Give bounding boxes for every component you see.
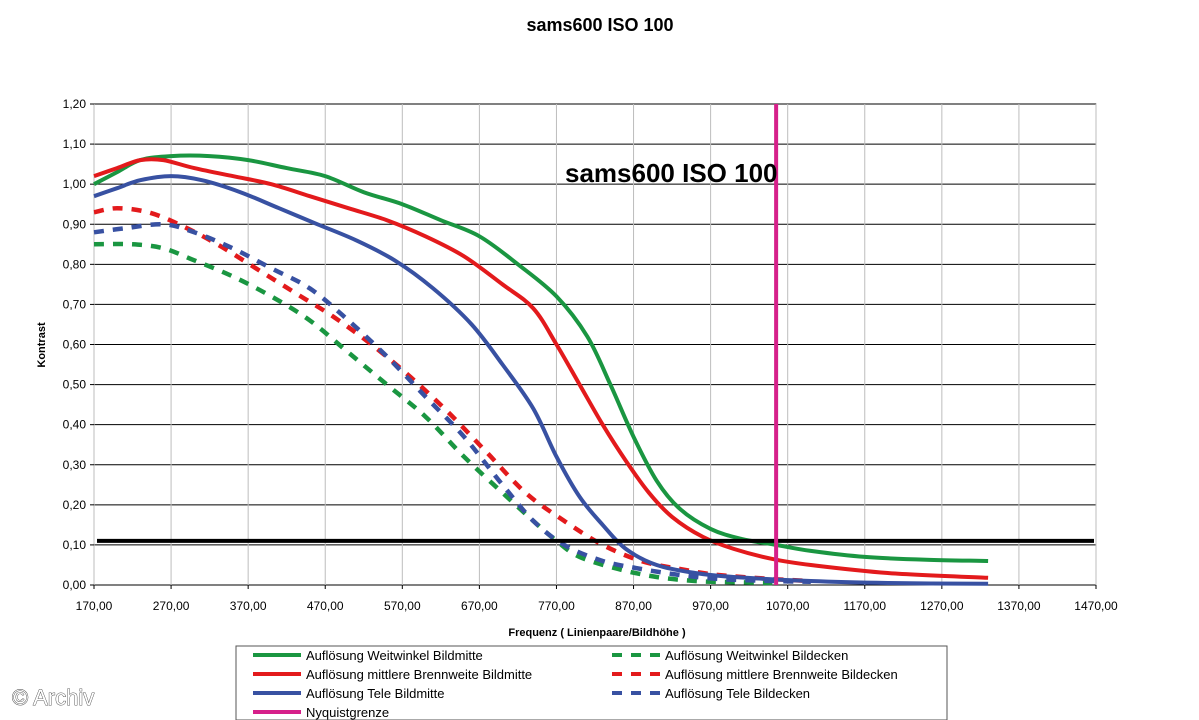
y-tick-label: 1,00 <box>63 177 87 191</box>
legend-label-0: Auflösung Weitwinkel Bildmitte <box>306 648 483 663</box>
y-axis-ticks: 0,00 0,10 0,20 0,30 0,40 0,50 0,60 0,70 0,80 0,90… <box>63 97 94 592</box>
series-line-0 <box>93 153 989 563</box>
x-tick-label: 170,00 <box>76 599 113 613</box>
x-tick-label: 470,00 <box>307 599 344 613</box>
x-tick-label: 370,00 <box>230 599 267 613</box>
y-tick-label: 0,20 <box>63 498 87 512</box>
y-tick-label: 0,80 <box>63 257 87 271</box>
series-lines <box>93 153 989 586</box>
x-tick-label: 670,00 <box>461 599 498 613</box>
legend-label-2: Auflösung mittlere Brennweite Bildmitte <box>306 667 532 682</box>
legend-label-4: Auflösung Tele Bildmitte <box>306 686 445 701</box>
x-axis-ticks: 170,00 270,00 370,00 470,00 570,00 670,00 770,… <box>76 585 1118 613</box>
legend-label-3: Auflösung mittlere Brennweite Bildecken <box>665 667 898 682</box>
y-axis-title: Kontrast <box>36 322 48 368</box>
y-tick-label: 0,90 <box>63 217 87 231</box>
y-tick-label: 0,50 <box>63 378 87 392</box>
x-tick-label: 1370,00 <box>997 599 1041 613</box>
y-tick-label: 0,70 <box>63 297 87 311</box>
y-tick-label: 0,00 <box>63 578 87 592</box>
x-tick-label: 1270,00 <box>920 599 964 613</box>
watermark-text: © Archiv <box>12 685 94 710</box>
x-axis-title: Frequenz ( Linienpaare/Bildhöhe ) <box>508 627 686 639</box>
legend: Auflösung Weitwinkel Bildmitte Auflösung … <box>235 645 948 720</box>
inner-chart-title: sams600 ISO 100 <box>565 158 778 188</box>
reference-lines <box>97 104 1094 585</box>
y-tick-label: 0,10 <box>63 538 87 552</box>
series-line-5 <box>93 221 811 585</box>
y-tick-label: 1,20 <box>63 97 87 111</box>
chart-title: sams600 ISO 100 <box>526 15 673 35</box>
y-tick-label: 1,10 <box>63 137 87 151</box>
y-tick-label: 0,30 <box>63 458 87 472</box>
x-tick-label: 570,00 <box>384 599 421 613</box>
x-tick-label: 1470,00 <box>1074 599 1118 613</box>
series-line-1 <box>93 157 989 580</box>
x-tick-label: 770,00 <box>538 599 575 613</box>
legend-label-6: Nyquistgrenze <box>306 705 389 720</box>
x-tick-label: 1170,00 <box>844 599 887 613</box>
x-tick-label: 270,00 <box>153 599 190 613</box>
legend-box <box>235 645 948 720</box>
y-tick-label: 0,60 <box>63 338 87 352</box>
series-line-3 <box>93 241 773 586</box>
series-line-2 <box>93 174 989 586</box>
y-tick-label: 0,40 <box>63 418 87 432</box>
legend-label-5: Auflösung Tele Bildecken <box>665 686 810 701</box>
x-tick-label: 1070,00 <box>766 599 810 613</box>
x-tick-label: 970,00 <box>692 599 729 613</box>
legend-label-1: Auflösung Weitwinkel Bildecken <box>665 648 848 663</box>
x-tick-label: 870,00 <box>615 599 652 613</box>
